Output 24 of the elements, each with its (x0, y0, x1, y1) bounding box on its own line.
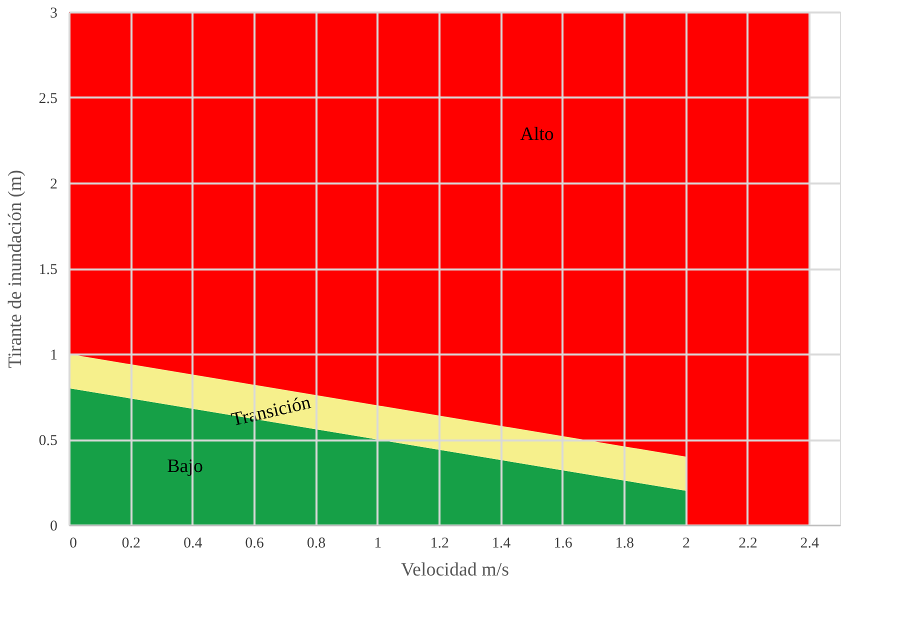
y-tick-label: 2.5 (38, 91, 58, 107)
x-tick-label: 0.4 (183, 536, 203, 552)
x-axis-title: Velocidad m/s (400, 560, 510, 580)
y-tick-label: 0 (50, 518, 58, 534)
x-tick-label: 1.6 (554, 536, 573, 552)
x-tick-label: 0.2 (122, 536, 141, 552)
y-tick-label: 3 (50, 6, 58, 22)
y-tick-label: 1 (50, 348, 58, 364)
x-tick-label: 1.8 (615, 536, 634, 552)
y-tick-label: 2 (50, 176, 58, 192)
x-tick-label: 1 (374, 536, 382, 552)
x-tick-label: 1.4 (492, 536, 512, 552)
x-tick-label: 2.2 (738, 536, 758, 552)
x-tick-label: 0.8 (306, 536, 326, 552)
y-tick-label: 0.5 (38, 433, 58, 449)
annotation: Transición (229, 392, 314, 431)
x-tick-label: 1.2 (430, 536, 449, 552)
x-tick-label: 2 (682, 536, 690, 552)
y-axis-title: Tirante de inundación (m) (4, 170, 26, 368)
x-tick-label: 0.6 (245, 536, 264, 552)
x-tick-label: 0 (70, 536, 77, 552)
y-tick-label: 1.5 (38, 262, 58, 278)
x-tick-label: 2.4 (800, 536, 820, 552)
annotation: Alto (520, 124, 554, 145)
